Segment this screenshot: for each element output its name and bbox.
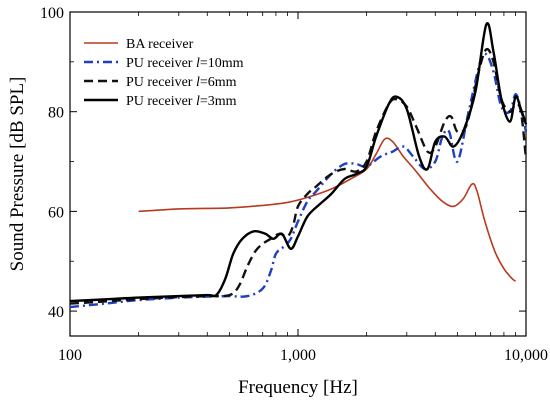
series-line-4: [69, 22, 528, 303]
legend-label-4: PU receiver l=3mm: [126, 94, 237, 109]
series-line-3: [69, 47, 528, 305]
legend: BA receiver PU receiver l=10mm PU receiver…: [84, 37, 244, 109]
series-layer: [69, 22, 528, 309]
x-tick-label: 1,000: [280, 347, 316, 364]
y-tick-label: 100: [40, 5, 64, 22]
legend-label-3: PU receiver l=6mm: [126, 75, 237, 90]
y-axis-title: Sound Pressure [dB SPL]: [7, 77, 28, 272]
y-tick-label: 80: [48, 105, 64, 122]
series-line-1: [138, 137, 517, 282]
y-tick-label: 40: [48, 304, 64, 321]
legend-label-1: BA receiver: [126, 37, 194, 52]
series-line-2: [69, 52, 528, 309]
tick-layer: 100 1,000 10,000 40 60 80 100: [40, 5, 548, 364]
x-axis-title: Frequency [Hz]: [238, 377, 358, 398]
y-tick-label: 60: [48, 204, 64, 221]
x-tick-label: 100: [58, 347, 82, 364]
legend-label-2: PU receiver l=10mm: [126, 56, 244, 71]
x-tick-label: 10,000: [504, 347, 548, 364]
